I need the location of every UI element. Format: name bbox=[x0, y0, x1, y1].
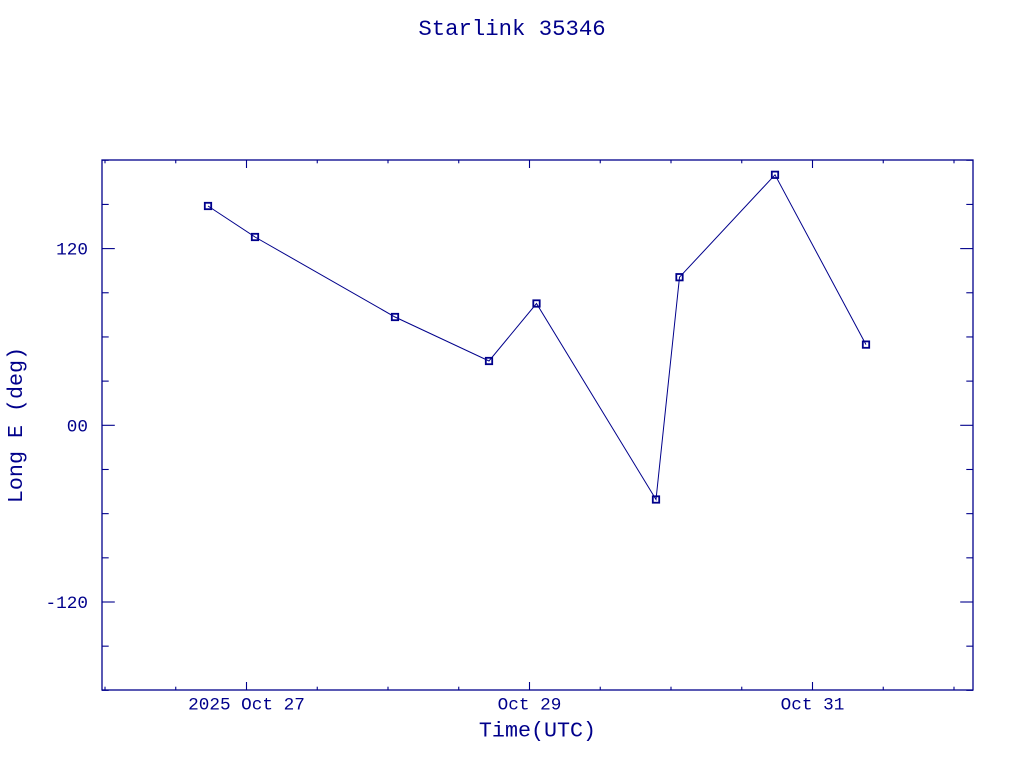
svg-text:Oct 31: Oct 31 bbox=[781, 696, 845, 716]
svg-text:00: 00 bbox=[67, 417, 88, 437]
svg-text:Starlink 35346: Starlink 35346 bbox=[418, 16, 605, 42]
svg-text:Oct 29: Oct 29 bbox=[498, 696, 562, 716]
svg-text:Long E (deg): Long E (deg) bbox=[4, 347, 29, 503]
svg-text:2025 Oct 27: 2025 Oct 27 bbox=[188, 696, 305, 716]
svg-text:Time(UTC): Time(UTC) bbox=[479, 719, 596, 744]
svg-text:-120: -120 bbox=[46, 594, 88, 614]
svg-text:120: 120 bbox=[56, 241, 88, 261]
